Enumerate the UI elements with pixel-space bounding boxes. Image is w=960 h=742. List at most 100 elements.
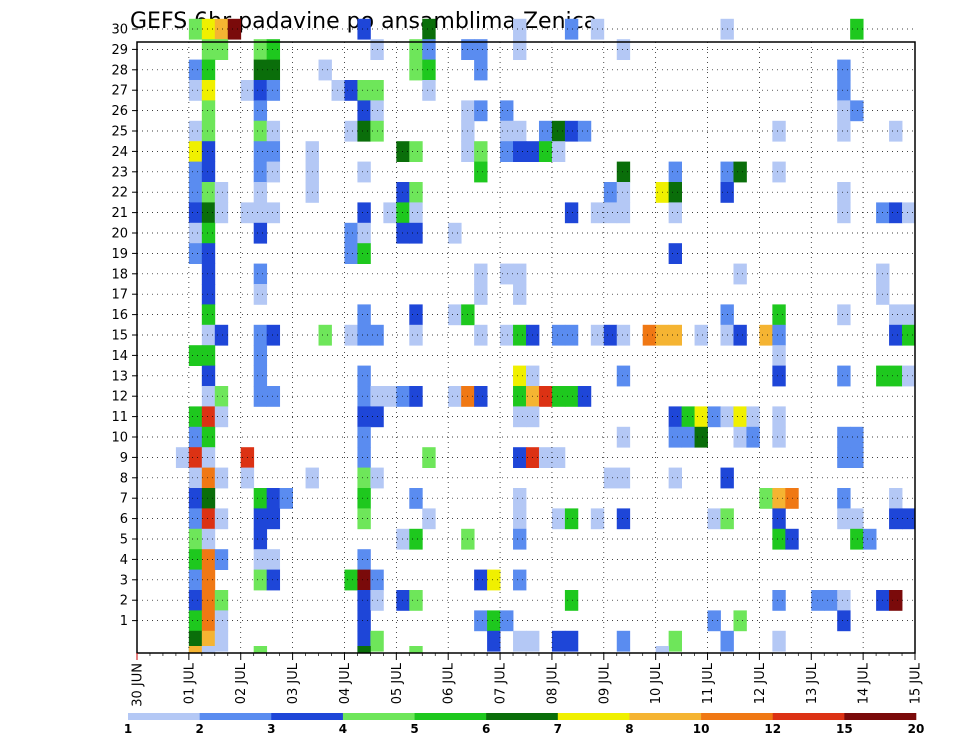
heatmap-cell-240 <box>616 426 631 448</box>
heatmap-cell-113 <box>357 202 371 224</box>
heatmap-cell-369 <box>188 646 203 654</box>
heatmap-cell-21 <box>616 39 631 60</box>
heatmap-cell-158 <box>837 304 851 326</box>
heatmap-cell-185 <box>759 324 773 346</box>
heatmap-cell-276 <box>279 488 293 509</box>
heatmap-cell-190 <box>201 345 216 366</box>
heatmap-cell-351 <box>500 610 514 632</box>
heatmap-cell-325 <box>344 569 358 591</box>
heatmap-cell-365 <box>616 630 631 652</box>
heatmap-cell-363 <box>551 630 566 652</box>
colorbar-swatch <box>199 713 272 720</box>
colorbar-tick-label: 10 <box>693 722 710 736</box>
x-tick-label: 11 JUL <box>701 662 716 704</box>
heatmap-cell-294 <box>564 508 579 530</box>
heatmap-cell-68 <box>188 141 203 162</box>
heatmap-cell-346 <box>201 610 216 632</box>
heatmap-cell-280 <box>759 488 773 509</box>
heatmap-cell-287 <box>214 508 229 530</box>
y-tick-label: 8 <box>120 471 128 486</box>
heatmap-cell-140 <box>253 263 268 285</box>
heatmap-cell-136 <box>344 243 358 264</box>
heatmap-cell-193 <box>201 365 216 387</box>
heatmap-cell-231 <box>694 406 708 428</box>
heatmap-cell-32 <box>201 80 216 101</box>
heatmap-cell-188 <box>902 324 916 346</box>
heatmap-cell-117 <box>564 202 579 224</box>
heatmap-cell-143 <box>513 263 527 285</box>
heatmap-cell-78 <box>513 141 527 162</box>
heatmap-cell-166 <box>344 324 358 346</box>
heatmap-cell-35 <box>266 80 281 101</box>
heatmap-cell-100 <box>409 182 423 203</box>
heatmap-cell-318 <box>253 549 268 570</box>
heatmap-cell-29 <box>474 59 488 81</box>
heatmap-cell-127 <box>201 222 216 244</box>
heatmap-cell-27 <box>409 59 423 81</box>
x-tick-label: 02 JUL <box>234 662 249 704</box>
heatmap-cell-250 <box>188 447 203 468</box>
colorbar-swatch <box>342 713 415 720</box>
heatmap-cell-36 <box>331 80 345 101</box>
heatmap-cell-56 <box>357 120 371 142</box>
heatmap-cell-313 <box>850 528 864 550</box>
heatmap-cell-202 <box>889 365 903 387</box>
heatmap-cell-258 <box>551 447 566 468</box>
heatmap-cell-115 <box>396 202 410 224</box>
y-tick-label: 26 <box>111 104 128 119</box>
heatmap-cell-253 <box>357 447 371 468</box>
heatmap-cell-128 <box>253 222 268 244</box>
heatmap-cell-221 <box>577 386 592 407</box>
heatmap-cell-194 <box>253 365 268 387</box>
colorbar-swatch <box>772 713 845 720</box>
heatmap-cell-308 <box>409 528 423 550</box>
x-tick-label: 04 JUL <box>338 662 353 704</box>
heatmap-cell-92 <box>733 161 747 183</box>
heatmap-cell-175 <box>564 324 579 346</box>
heatmap-cell-274 <box>253 488 268 509</box>
heatmap-cell-220 <box>564 386 579 407</box>
heatmap-cell-329 <box>487 569 501 591</box>
heatmap-cell-362 <box>526 630 540 652</box>
y-tick-label: 30 <box>111 23 128 38</box>
heatmap-cell-22 <box>188 59 203 81</box>
heatmap-cell-138 <box>668 243 682 264</box>
heatmap-cell-270 <box>668 467 682 489</box>
heatmap-cell-219 <box>551 386 566 407</box>
heatmap-cell-269 <box>616 467 631 489</box>
x-tick-label: 08 JUL <box>545 662 560 704</box>
heatmap-cell-139 <box>201 263 216 285</box>
heatmap-cell-171 <box>500 324 514 346</box>
heatmap-cell-149 <box>513 284 527 305</box>
heatmap-cell-293 <box>551 508 566 530</box>
heatmap-cell-290 <box>357 508 371 530</box>
heatmap-cell-19 <box>474 39 488 60</box>
heatmap-cell-14 <box>266 39 281 60</box>
heatmap-cell-348 <box>357 610 371 632</box>
heatmap-cell-163 <box>253 324 268 346</box>
heatmap-cell-300 <box>837 508 851 530</box>
heatmap-cell-41 <box>837 80 851 101</box>
heatmap-cell-11 <box>201 39 216 60</box>
heatmap-cell-222 <box>188 406 203 428</box>
heatmap-cell-76 <box>474 141 488 162</box>
heatmap-cell-34 <box>253 80 268 101</box>
heatmap-cell-131 <box>396 222 410 244</box>
heatmap-cell-344 <box>889 590 903 611</box>
heatmap-cell-50 <box>850 100 864 122</box>
y-tick-label: 6 <box>120 512 128 527</box>
y-tick-label: 21 <box>111 206 128 221</box>
heatmap-cell-66 <box>837 120 851 142</box>
heatmap-cell-368 <box>772 630 786 652</box>
heatmap-cell-177 <box>603 324 618 346</box>
heatmap-cell-101 <box>603 182 618 203</box>
heatmap-cell-261 <box>188 467 203 489</box>
colorbar-tick-label: 5 <box>410 722 418 736</box>
heatmap-cell-307 <box>396 528 410 550</box>
heatmap-cell-94 <box>188 182 203 203</box>
heatmap-cell-254 <box>422 447 436 468</box>
heatmap-cell-5 <box>422 18 436 40</box>
heatmap-cell-146 <box>201 284 216 305</box>
heatmap-cell-25 <box>266 59 281 81</box>
heatmap-cell-205 <box>214 386 229 407</box>
